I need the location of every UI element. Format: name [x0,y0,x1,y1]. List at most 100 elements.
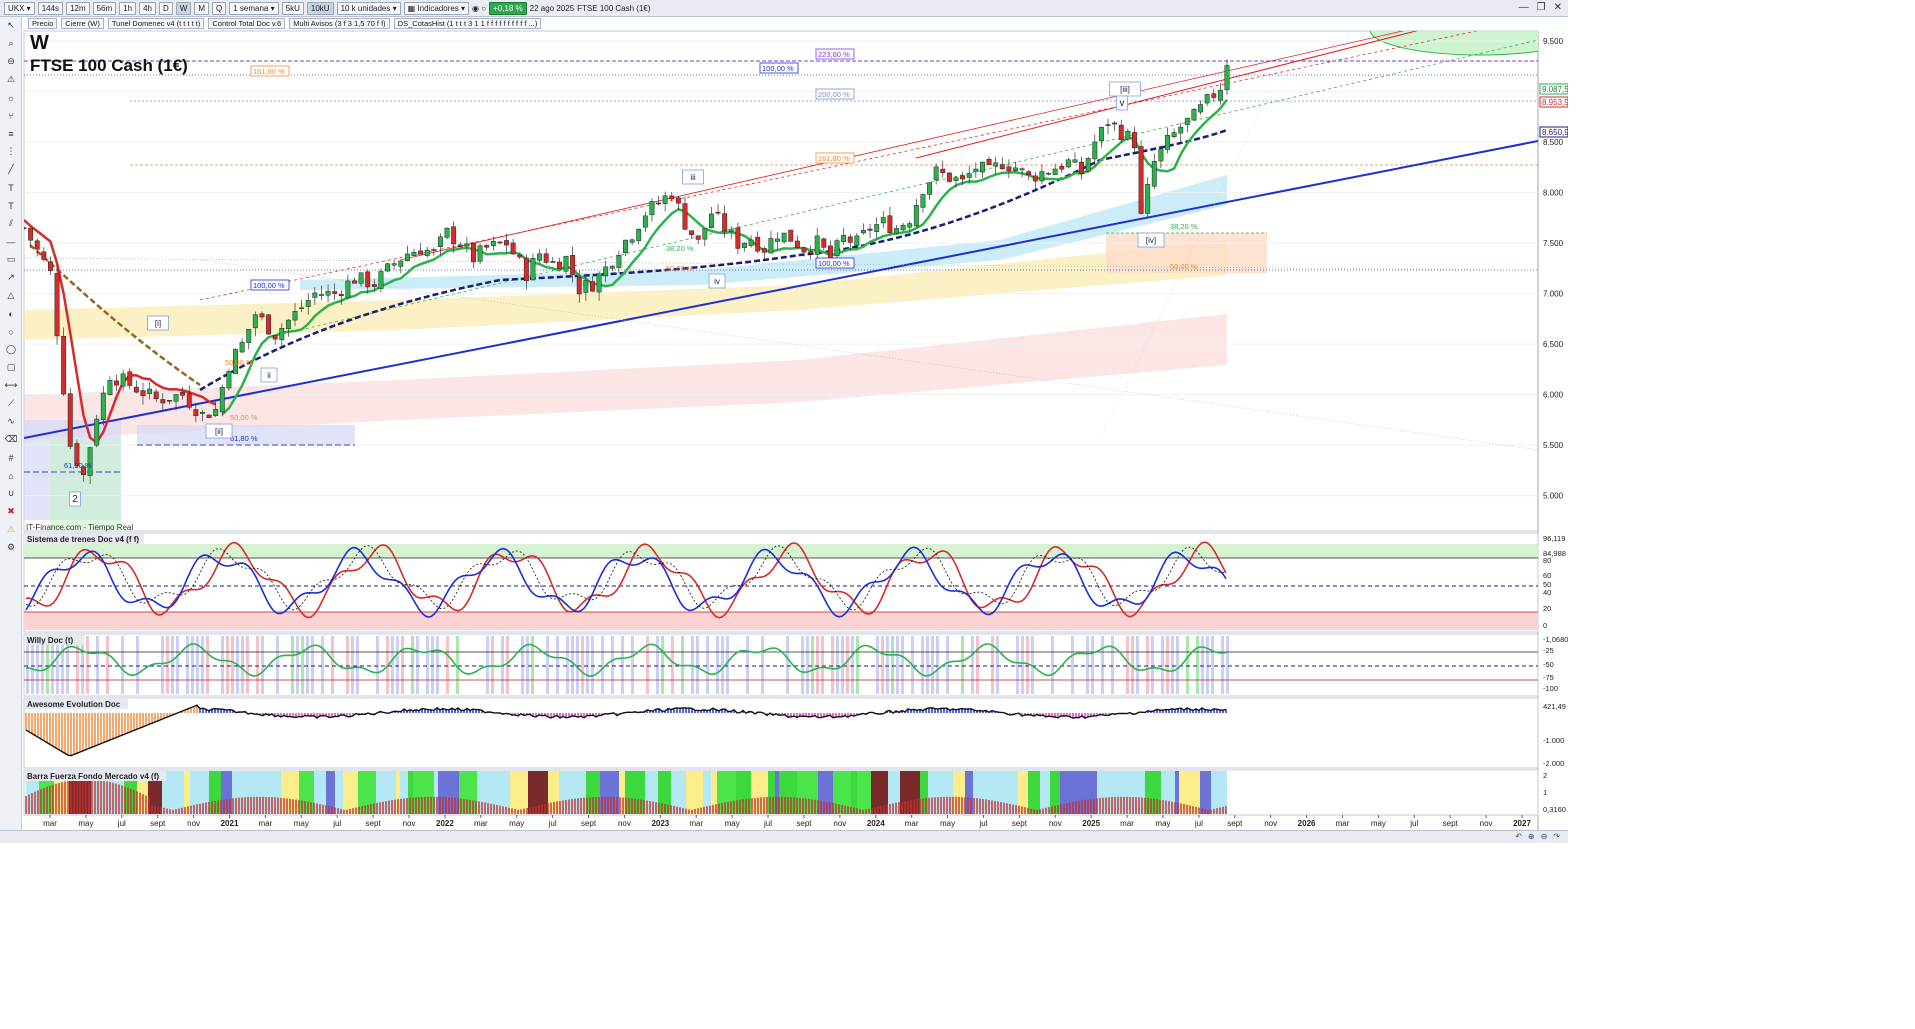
willy-bar [296,636,299,694]
zoom-in-icon[interactable]: ⊕ [1527,832,1535,841]
zoom-out-icon[interactable]: ⊖ [1540,832,1548,841]
candle-body [41,251,47,260]
candle-body [973,168,979,172]
lock-icon[interactable]: ⌂ [8,470,14,481]
arrow-icon[interactable]: ↗ [7,272,15,282]
rectangle-icon[interactable]: ▢ [6,362,16,372]
indicator-tag[interactable]: DS_CotasHist (1 t t t 3 1 1 f f f f f f … [393,18,542,29]
candle-body [338,294,344,297]
candle-body [735,227,741,249]
symbol-selector[interactable]: UKX ▾ [4,1,35,15]
settings-icon[interactable]: ⚙ [6,542,16,552]
barra-segment [1040,771,1050,814]
candle-body [180,392,186,396]
timeframe-144s[interactable]: 144s [37,1,64,15]
indicators-button[interactable]: ▦ Indicadores ▾ [403,1,470,15]
zoom-out-icon[interactable]: ⊖ [7,56,15,66]
subpanel-title[interactable]: Awesome Evolution Doc [27,700,121,709]
alert-icon[interactable]: ⚠ [6,74,16,84]
indicator-tag[interactable]: Cierre (W) [61,18,104,29]
cursor-icon[interactable]: ↖ [7,20,15,30]
candle-body [1171,132,1177,137]
text-alt-icon[interactable]: T [8,200,14,211]
candle-body [1079,161,1085,174]
fib-fan-icon[interactable]: ⋮ [6,146,16,156]
barra-segment [413,771,434,814]
hline-icon[interactable]: — [6,236,16,247]
scroll-right-icon[interactable]: ↷ [1553,832,1560,841]
timeframe-12m[interactable]: 12m [66,1,90,15]
indicator-tag[interactable]: Tunel Domenec v4 (t t t t t) [107,18,205,29]
wave-icon[interactable]: ∿ [7,416,15,426]
willy-bar [291,636,294,694]
channel-icon[interactable]: ⫽ [8,218,13,228]
close-icon[interactable]: ✕ [1553,2,1562,13]
subpanel-title[interactable]: Barra Fuerza Fondo Mercado v4 (f) [27,772,159,781]
grid-icon[interactable]: # [8,452,14,463]
indicator-tag[interactable]: Control Total Doc v.6 [208,18,286,29]
fib-label: 223,60 % [818,50,850,59]
restore-icon[interactable]: ❐ [1536,2,1546,13]
timeframe-w[interactable]: W [175,1,192,15]
subpanel-title[interactable]: Willy Doc (t) [27,636,73,645]
warning-icon[interactable]: ⚠ [6,524,16,534]
record-icon[interactable]: ◉ ○ [472,3,487,13]
magnet-icon[interactable]: ∪ [7,488,15,498]
chart-canvas[interactable]: 223,60 %161,80 % 100,00 %200,00 %161,80 %… [0,0,1568,843]
subpanel-axis-label: 421,49 [1543,702,1566,711]
timeframe-q[interactable]: Q [212,1,227,15]
willy-bar [226,636,229,694]
candle-body [246,329,252,343]
fork-icon[interactable]: ⑂ [8,110,14,121]
minimize-icon[interactable]: — [1518,2,1529,13]
trend-icon[interactable]: ⟋ [7,398,15,408]
willy-bar [401,636,404,694]
subpanel-title[interactable]: Sistema de trenes Doc v4 (f f) [27,535,139,544]
circle-icon[interactable]: ○ [8,326,14,337]
candle-body [233,349,238,374]
shape-icon[interactable]: ◐ [8,308,14,319]
willy-bar [456,636,459,694]
barra-segment [1050,771,1060,814]
delete-icon[interactable]: ✖ [7,506,15,516]
candle-body [47,261,53,271]
bulb-icon[interactable]: ☼ [6,92,16,103]
subpanel-willy: Willy Doc (t) [23,633,1539,697]
indicator-tag[interactable]: Precio [28,18,58,29]
y-tick-label: 7.000 [1543,290,1564,299]
period-selector[interactable]: 1 semana ▾ [229,1,279,15]
timeframe-m[interactable]: M [194,1,210,15]
measure-icon[interactable]: ⟷ [4,380,18,390]
indicator-tag[interactable]: Multi Avisos (3 f 3 1,5 70 f f) [289,18,390,29]
subpanel-axis-label: -1,0680 [1543,635,1568,644]
line-icon[interactable]: ╱ [8,164,14,174]
fib-label: 61,80 % [64,461,92,470]
time-axis[interactable]: mar may jul sept nov 2021 mar may jul sept nov 2022… [43,815,1531,828]
timeframe-d[interactable]: D [159,1,173,15]
barra-segment [1175,771,1179,814]
ellipse-icon[interactable]: ◯ [5,344,17,354]
timeframe-4h[interactable]: 4h [139,1,156,15]
willy-bar [136,636,139,694]
units-5ku[interactable]: 5kU [281,1,304,15]
candle-body [74,443,80,466]
fib-label: 50,00 % [1170,262,1198,271]
ruler-icon[interactable]: ▭ [6,254,16,264]
candle-body [590,281,595,292]
barra-segment [548,771,559,814]
units-10ku[interactable]: 10kU [306,1,334,15]
x-tick-label: jul [1409,819,1418,828]
timeframe-56m[interactable]: 56m [92,1,117,15]
fib-icon[interactable]: ≡ [8,128,14,139]
timeframe-1h[interactable]: 1h [119,1,137,15]
triangle-icon[interactable]: △ [7,290,15,300]
x-tick-label: nov [1049,819,1062,828]
zoom-icon[interactable]: ⌕ [8,38,14,48]
scroll-left-icon[interactable]: ↶ [1515,832,1522,841]
text-icon[interactable]: T [8,182,14,193]
candle-body [1204,94,1210,104]
candle-body [120,373,126,387]
units-selector[interactable]: 10 k unidades ▾ [336,1,401,15]
eraser-icon[interactable]: ⌫ [4,434,18,444]
willy-bar [86,636,89,694]
